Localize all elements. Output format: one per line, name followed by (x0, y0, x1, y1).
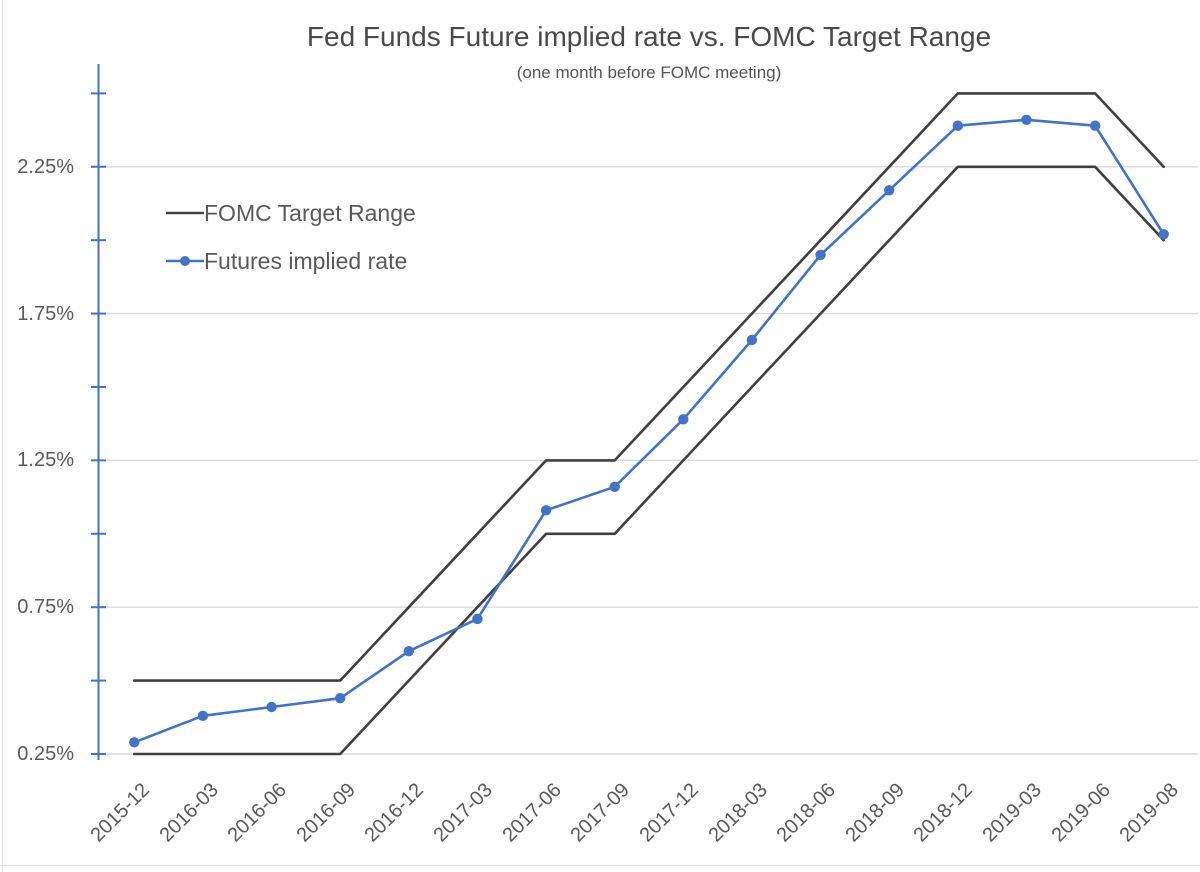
fomc-target-range-line-swatch (166, 211, 204, 215)
page-left-border (2, 0, 3, 872)
legend-item-futures-implied-rate: Futures implied rate (166, 248, 416, 274)
data-point-marker (1021, 114, 1032, 126)
series-line-1 (133, 165, 1165, 756)
legend-label-fomc-target-range: FOMC Target Range (204, 199, 416, 226)
y-axis-label: 1.25% (17, 449, 74, 472)
data-point-marker (335, 693, 346, 704)
legend: FOMC Target Range Futures implied rate (166, 200, 416, 296)
data-point-marker (746, 334, 758, 346)
data-point-marker (266, 701, 277, 713)
y-axis-label: 2.25% (17, 155, 74, 178)
futures-implied-rate-line-swatch (166, 256, 204, 266)
data-point-marker (472, 613, 483, 625)
data-point-marker (952, 120, 963, 131)
y-axis-label: 1.75% (17, 302, 74, 325)
data-point-marker (1158, 229, 1169, 240)
page-bottom-border (0, 865, 1200, 866)
data-point-marker (197, 710, 209, 721)
data-point-marker (678, 414, 689, 425)
data-point-marker (1089, 120, 1101, 131)
y-axis-label: 0.25% (17, 743, 74, 765)
legend-item-fomc-target-range: FOMC Target Range (166, 200, 416, 226)
data-point-marker (884, 185, 895, 196)
series-line-2 (133, 118, 1165, 744)
legend-label-futures-implied-rate: Futures implied rate (204, 247, 408, 274)
data-point-marker (540, 505, 552, 516)
data-point-marker (609, 481, 620, 492)
data-point-marker (403, 646, 414, 657)
chart-subtitle: (one month before FOMC meeting) (516, 63, 782, 82)
data-point-marker (815, 249, 826, 261)
chart-title: Fed Funds Future implied rate vs. FOMC T… (306, 21, 992, 52)
y-axis-label: 0.75% (17, 596, 74, 619)
series-line-0 (133, 92, 1165, 682)
data-point-marker (129, 737, 140, 748)
